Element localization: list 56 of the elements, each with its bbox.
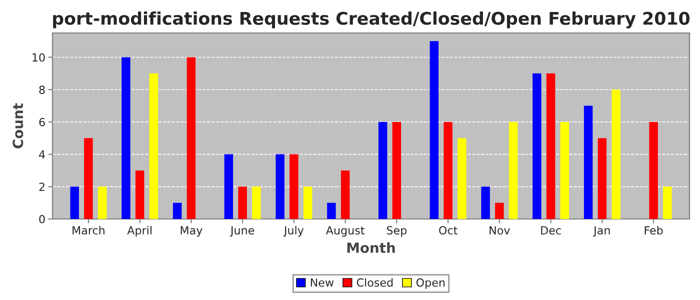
y-tick-label: 4 xyxy=(39,150,45,159)
bar xyxy=(612,90,620,219)
x-tick-label: Nov xyxy=(490,226,510,235)
x-tick-label: May xyxy=(180,226,202,237)
bar xyxy=(495,202,504,219)
chart-title: port-modifications Requests Created/Closed/Open February 2010 xyxy=(53,11,690,28)
bar xyxy=(481,186,490,219)
bar xyxy=(340,170,350,219)
x-axis-title: Month xyxy=(347,242,395,254)
bar xyxy=(560,122,570,219)
bar xyxy=(238,186,247,219)
bar xyxy=(70,186,79,219)
x-tick-label: Sep xyxy=(386,226,407,237)
bar xyxy=(327,202,336,219)
bar xyxy=(584,106,593,219)
x-tick-label: Feb xyxy=(644,226,663,235)
y-tick-label: 10 xyxy=(32,53,45,62)
y-tick-label: 8 xyxy=(39,86,45,94)
bar xyxy=(186,57,196,219)
bar xyxy=(532,73,542,219)
bar xyxy=(276,154,284,219)
y-tick-label: 0 xyxy=(39,214,45,224)
y-axis-title: Count xyxy=(12,103,24,148)
bar xyxy=(392,122,402,219)
bar xyxy=(84,138,93,219)
bar xyxy=(649,122,658,219)
bar xyxy=(458,138,466,219)
bar xyxy=(290,154,298,219)
bar xyxy=(508,122,518,219)
bar xyxy=(598,138,607,219)
bar xyxy=(98,186,107,219)
bar xyxy=(122,57,130,219)
bar xyxy=(663,186,672,219)
bar xyxy=(172,202,182,219)
legend-label: Closed xyxy=(356,278,393,287)
legend-label: Open xyxy=(416,278,445,289)
bar xyxy=(149,73,158,219)
bar xyxy=(546,73,556,219)
legend-label: New xyxy=(310,278,334,287)
x-tick-label: Jan xyxy=(593,226,610,237)
bar xyxy=(430,41,439,219)
y-tick-label: 2 xyxy=(39,182,44,191)
bar xyxy=(135,170,144,219)
x-tick-label: Dec xyxy=(541,226,561,235)
bar xyxy=(444,122,452,219)
y-tick-label: 6 xyxy=(39,118,45,126)
x-tick-label: August xyxy=(326,226,364,237)
x-tick-label: March xyxy=(72,226,104,235)
bar xyxy=(252,186,261,219)
bar xyxy=(303,186,312,219)
x-tick-label: June xyxy=(230,226,254,237)
bar xyxy=(224,154,234,219)
x-tick-label: July xyxy=(283,226,304,237)
x-tick-label: Oct xyxy=(439,226,458,235)
bar xyxy=(378,122,388,219)
x-tick-label: April xyxy=(127,226,152,237)
